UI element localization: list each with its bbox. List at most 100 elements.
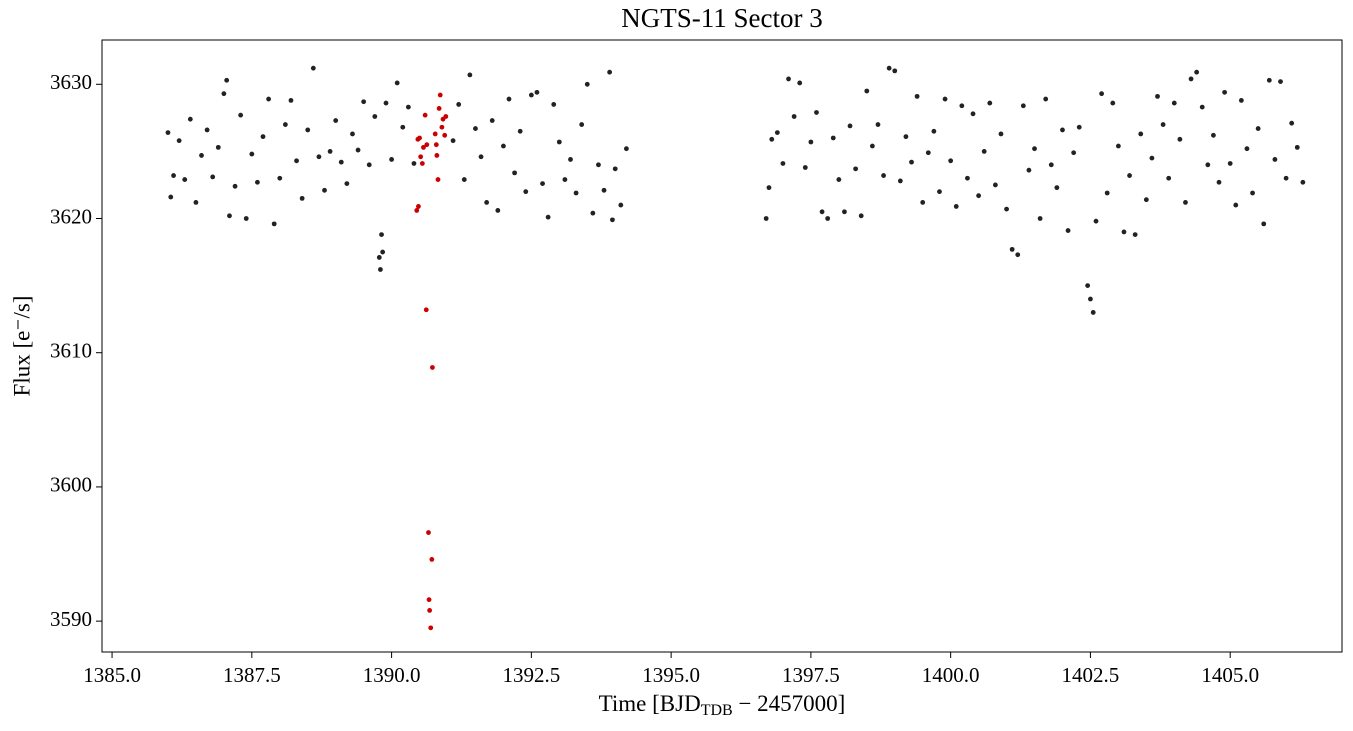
data-point [426,597,432,603]
data-point [333,118,339,123]
data-point [1004,206,1009,212]
data-point [766,185,772,191]
data-point [607,69,613,75]
data-point [417,135,422,141]
data-point [545,214,551,220]
x-tick-label: 1402.5 [1062,663,1120,687]
data-point [1020,103,1026,109]
x-label-text: Time [BJD [599,691,701,716]
data-point [383,100,389,106]
data-point [780,161,786,166]
data-point [523,189,529,195]
data-point [769,136,775,142]
data-point [853,166,859,172]
data-point [436,106,442,111]
data-point [1255,126,1261,131]
data-point [842,209,847,215]
data-point [512,170,517,176]
data-point [540,181,545,187]
data-point [1283,175,1289,181]
data-point [1009,246,1015,252]
data-point [215,144,221,150]
data-point [478,154,484,160]
data-point [187,116,193,122]
data-point [610,217,615,223]
x-tick-label: 1395.0 [642,663,700,687]
data-point [1300,179,1306,185]
y-axis-label: Flux [e⁻/s] [9,296,34,397]
data-point [199,153,204,158]
data-point [925,150,931,156]
data-point [204,127,210,133]
data-point [1166,175,1172,181]
data-point [437,92,443,98]
data-point [243,216,249,221]
data-point [959,103,965,109]
data-point [814,110,819,115]
data-point [1216,179,1222,185]
data-point [424,142,430,148]
data-point [411,161,417,166]
data-point [423,307,429,313]
x-tick-label: 1397.5 [782,663,840,687]
data-point [450,138,456,144]
data-point [808,139,814,145]
x-tick-label: 1390.0 [363,663,421,687]
data-point [467,72,473,78]
data-point [551,102,557,107]
data-point [429,556,435,562]
data-point [791,114,797,119]
y-tick-label: 3590 [50,607,92,631]
data-point [361,99,367,105]
x-tick-label: 1392.5 [502,663,560,687]
x-axis-label: Time [BJDTDB − 2457000] [599,691,846,718]
data-point [506,96,512,102]
data-point [238,112,244,118]
data-point [528,92,534,98]
data-point [1266,77,1272,83]
data-point [249,151,255,157]
data-point [830,135,836,141]
data-point [998,131,1004,137]
data-point [881,173,886,178]
data-point [1149,155,1155,161]
data-point [433,142,439,148]
data-point [819,209,825,215]
data-point [426,530,431,535]
data-point [232,183,238,189]
data-point [892,68,898,74]
data-point [797,80,803,86]
data-point [992,182,998,188]
data-point [1099,91,1105,97]
data-point [903,134,909,140]
data-point [378,267,383,272]
chart-title: NGTS-11 Sector 3 [621,3,822,33]
data-point [825,216,831,221]
data-point [434,153,440,158]
data-point [1088,296,1093,302]
data-point [427,607,433,613]
data-point [624,146,629,152]
data-point [288,97,294,103]
data-point [1244,146,1250,152]
x-label-sub: TDB [701,702,733,719]
data-point [1115,143,1121,149]
data-point [176,138,182,144]
data-point [1199,104,1205,110]
data-point [221,91,227,97]
data-point [1121,229,1127,235]
data-point [1132,232,1138,238]
data-point [953,204,959,209]
data-point [1250,190,1255,196]
data-point [590,210,596,216]
data-point [1278,79,1283,85]
data-point [942,96,948,102]
data-point [1238,97,1244,103]
data-point [227,213,232,219]
y-tick-label: 3620 [50,204,92,228]
data-point [858,213,864,219]
data-point [484,199,490,205]
data-point [310,65,316,71]
data-point [277,175,283,181]
data-point [948,158,954,164]
